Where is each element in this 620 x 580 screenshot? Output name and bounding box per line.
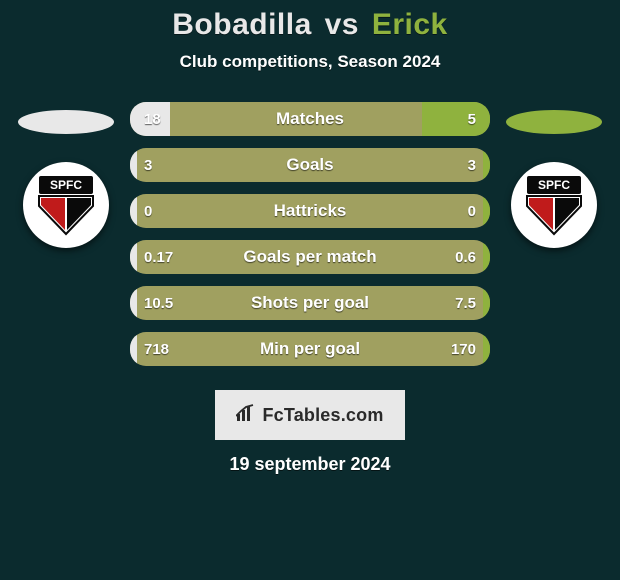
player1-marker [18,110,114,134]
stat-bar-left [130,194,137,228]
comparison-card: Bobadilla vs Erick Club competitions, Se… [0,0,620,580]
subtitle: Club competitions, Season 2024 [0,52,620,72]
svg-text:SPFC: SPFC [538,178,570,192]
stat-value-left: 0 [144,194,152,228]
stat-value-left: 718 [144,332,169,366]
stat-bar-left [130,332,137,366]
watermark-text: FcTables.com [262,405,383,426]
stat-row: Matches185 [130,102,490,136]
stat-label: Goals [130,148,490,182]
watermark: FcTables.com [215,390,405,440]
stat-value-right: 0 [468,194,476,228]
player2-team-logo: SPFC [511,162,597,248]
stat-value-right: 7.5 [455,286,476,320]
stat-bar-right [483,332,490,366]
stat-bar-left [130,240,137,274]
stat-value-right: 0.6 [455,240,476,274]
stat-bar-right [483,240,490,274]
stat-bar-right [483,194,490,228]
stat-row: Min per goal718 170 [130,332,490,366]
stat-value-right: 3 [468,148,476,182]
stat-label: Hattricks [130,194,490,228]
stat-label: Min per goal [130,332,490,366]
stat-label: Goals per match [130,240,490,274]
stat-value-left: 10.5 [144,286,173,320]
title-player1: Bobadilla [172,8,312,41]
right-column: SPFC [504,102,604,248]
stat-value-left: 0.17 [144,240,173,274]
player2-marker [506,110,602,134]
stat-row: Hattricks0 0 [130,194,490,228]
spfc-logo-icon: SPFC [521,172,587,238]
stat-bar-right [422,102,490,136]
stat-row: Goals per match0.17 0.6 [130,240,490,274]
stat-bar-left [130,148,137,182]
stat-bar-right [483,148,490,182]
player1-team-logo: SPFC [23,162,109,248]
spfc-logo-icon: SPFC [33,172,99,238]
stat-value-right: 170 [451,332,476,366]
svg-text:SPFC: SPFC [50,178,82,192]
stat-bars: Matches185 Goals3 3 Hattricks0 0 Goals per ma… [130,102,490,378]
chart-icon [236,404,258,427]
stat-row: Shots per goal10.5 7.5 [130,286,490,320]
stat-bar-right [483,286,490,320]
date: 19 september 2024 [0,454,620,475]
stat-bar-left [130,102,170,136]
page-title: Bobadilla vs Erick [0,8,620,42]
stat-value-left: 3 [144,148,152,182]
main-area: SPFC Matches185 Goals3 3 Hattricks0 0 Goals p… [0,102,620,378]
stat-row: Goals3 3 [130,148,490,182]
left-column: SPFC [16,102,116,248]
stat-bar-left [130,286,137,320]
title-vs: vs [321,8,363,41]
title-player2: Erick [372,8,448,41]
stat-label: Shots per goal [130,286,490,320]
